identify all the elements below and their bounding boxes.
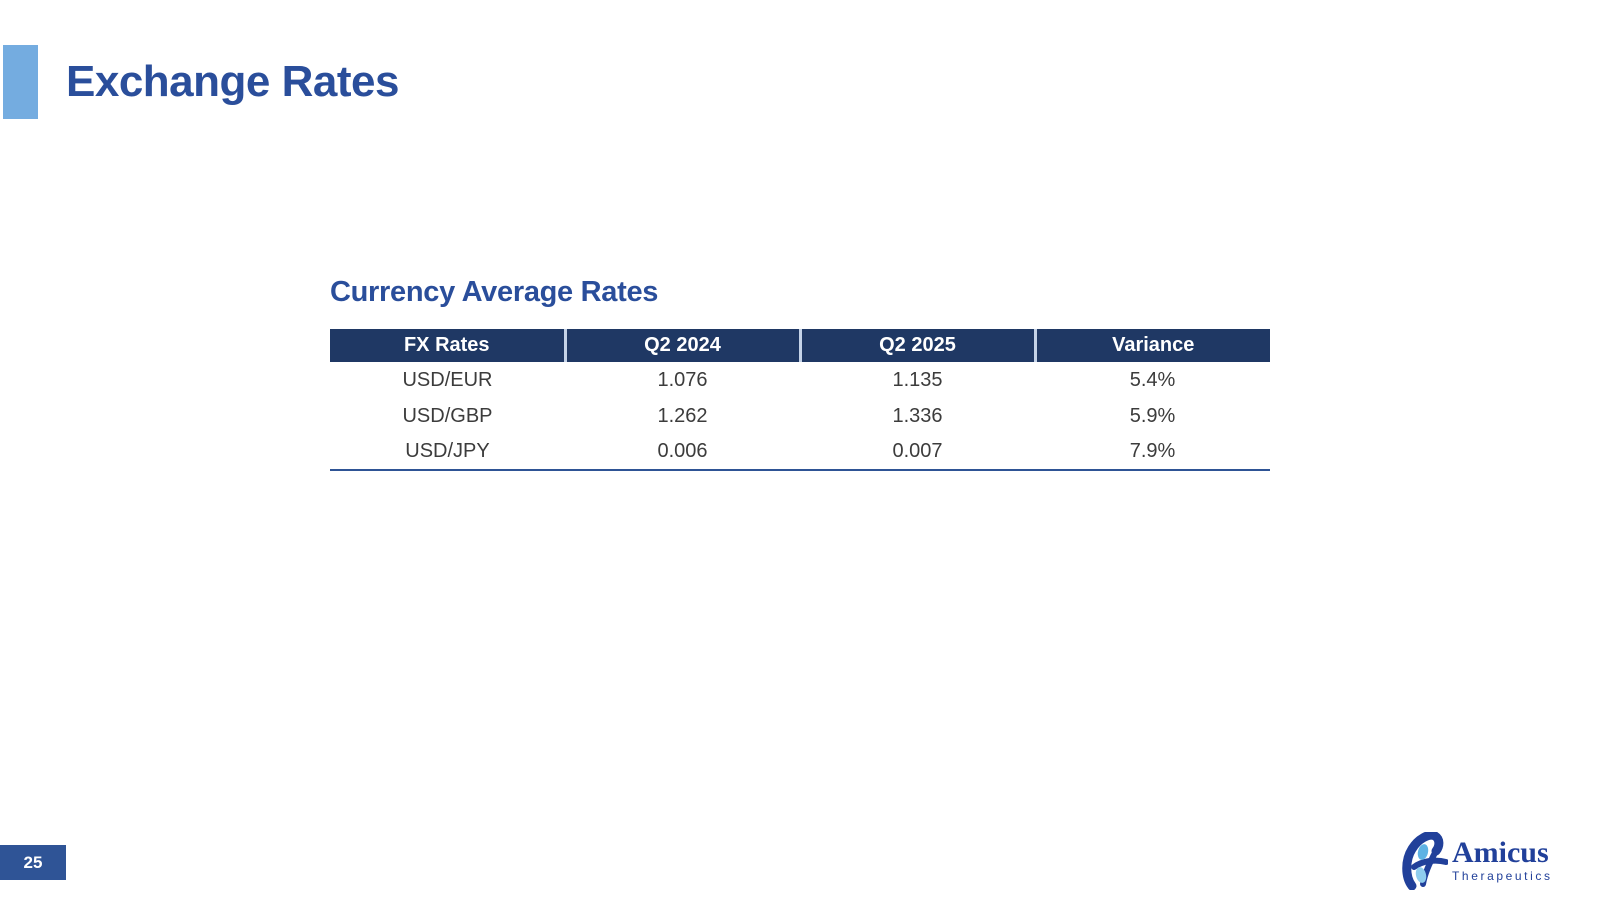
cell-fx-pair: USD/GBP [402,404,493,427]
cell-q2-2025: 1.336 [892,404,943,427]
cell-q2-2024: 1.262 [657,404,708,427]
logo-brand-text: Amicus [1452,836,1549,869]
page-number: 25 [23,852,43,872]
cell-q2-2024: 1.076 [657,368,708,391]
table-row: USD/EUR 1.076 1.135 5.4% [330,362,1270,398]
column-header-fx-rates: FX Rates [330,329,565,362]
cell-variance: 5.9% [1129,404,1176,427]
page-number-badge: 25 [0,845,66,880]
table-header-row: FX Rates Q2 2024 Q2 2025 Variance [330,329,1270,362]
logo-sub-text: Therapeutics [1452,869,1553,883]
amicus-logo: Amicus Therapeutics [1402,832,1553,890]
column-header-q2-2025: Q2 2025 [798,329,1035,362]
fx-rates-table: FX Rates Q2 2024 Q2 2025 Variance USD/EU… [330,329,1270,471]
cell-q2-2025: 0.007 [800,434,1035,471]
cell-fx-pair: USD/JPY [330,434,565,471]
section-title: Currency Average Rates [330,276,659,308]
table-row: USD/GBP 1.262 1.336 5.9% [330,398,1270,434]
column-header-q2-2024: Q2 2024 [563,329,800,362]
cell-variance: 5.4% [1129,368,1176,391]
table-row: USD/JPY 0.006 0.007 7.9% [330,434,1270,471]
cell-q2-2024: 0.006 [565,434,800,471]
amicus-logo-mark-icon [1402,832,1448,890]
currency-rates-section: Currency Average Rates FX Rates Q2 2024 … [330,276,1270,471]
cell-variance: 7.9% [1035,434,1270,471]
logo-text: Amicus Therapeutics [1452,832,1553,884]
cell-q2-2025: 1.135 [892,368,943,391]
cell-fx-pair: USD/EUR [402,368,493,391]
column-header-variance: Variance [1033,329,1270,362]
page-title: Exchange Rates [66,57,399,106]
title-accent-square [3,45,38,119]
